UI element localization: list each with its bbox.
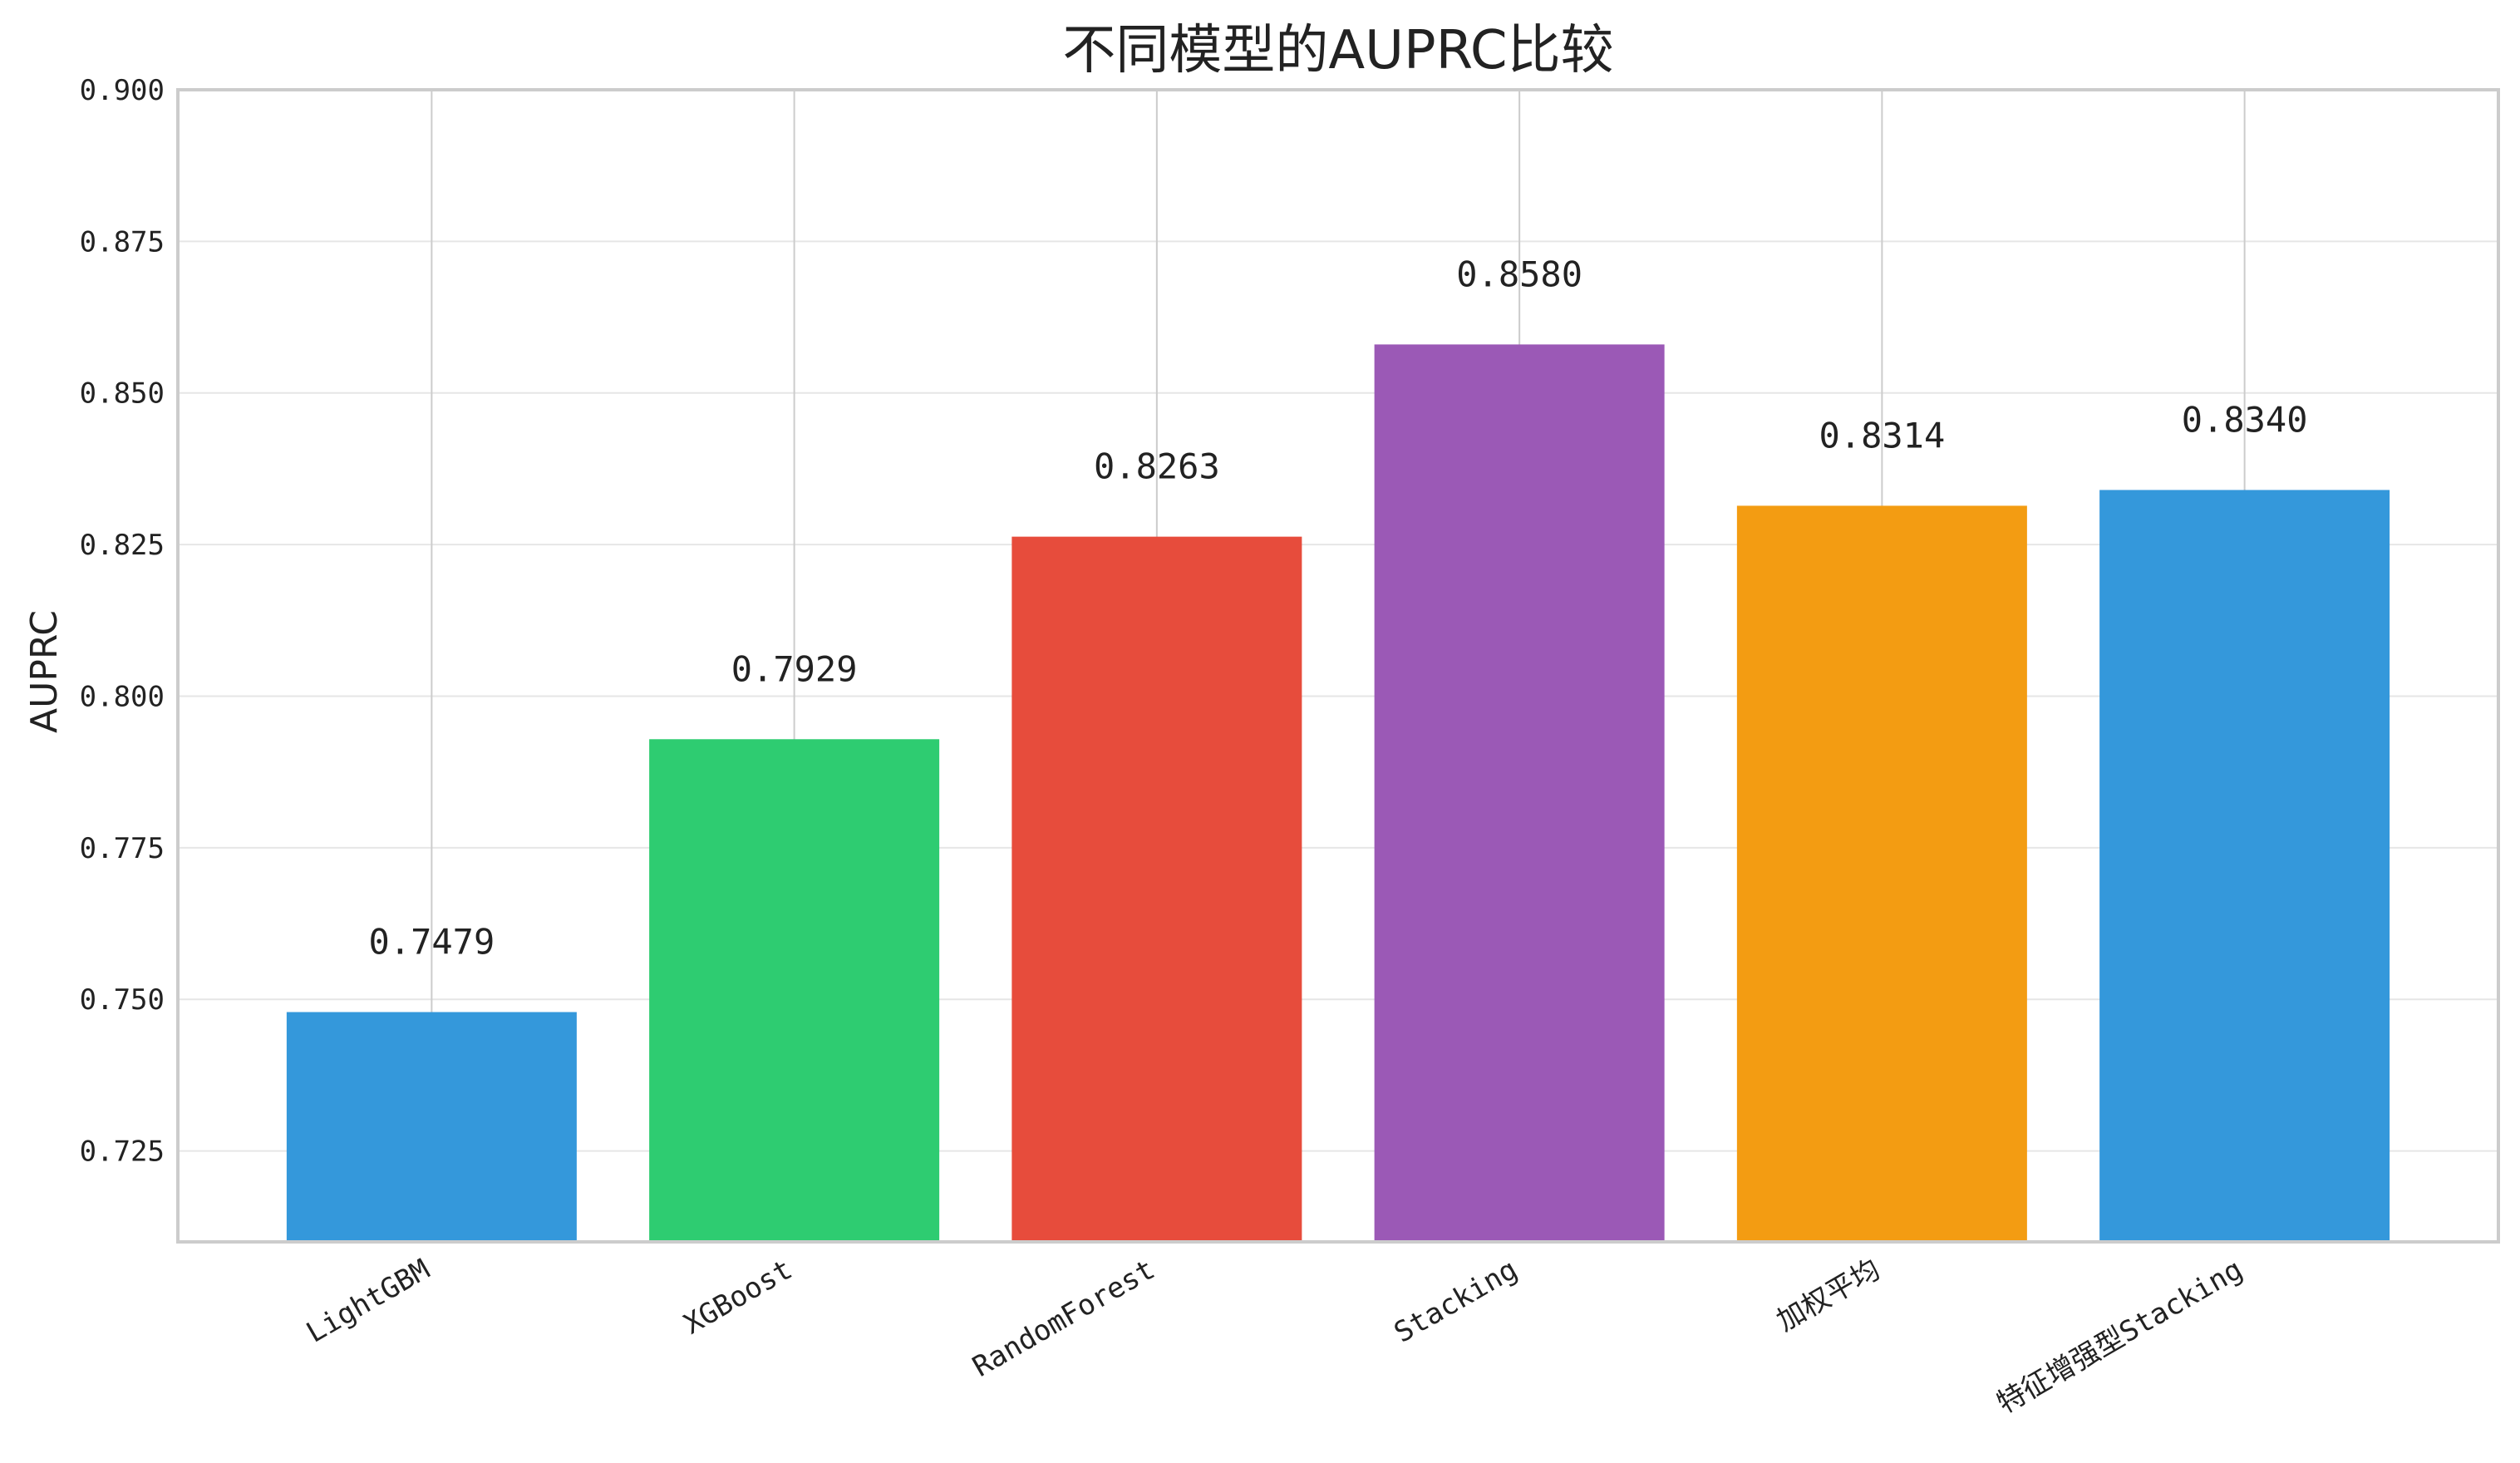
bar xyxy=(2099,490,2390,1242)
bar xyxy=(1374,344,1665,1243)
y-tick-label: 0.850 xyxy=(80,377,165,411)
bar-value-label: 0.7479 xyxy=(369,922,495,963)
y-tick-label: 0.750 xyxy=(80,983,165,1017)
y-tick-label: 0.900 xyxy=(80,74,165,107)
bar-value-label: 0.7929 xyxy=(731,648,858,689)
y-tick-label: 0.825 xyxy=(80,529,165,562)
y-axis-label: AUPRC xyxy=(23,610,66,733)
bar xyxy=(286,1012,577,1242)
bar xyxy=(1736,505,2027,1242)
y-tick-label: 0.725 xyxy=(80,1135,165,1169)
bar xyxy=(649,739,940,1242)
bar-value-label: 0.8340 xyxy=(2182,399,2308,440)
y-tick-label: 0.775 xyxy=(80,832,165,865)
y-tick-labels: 0.725 0.750 0.775 0.800 0.825 0.850 0.875 0.900 xyxy=(80,74,165,1169)
bar-value-label: 0.8580 xyxy=(1456,254,1582,294)
plot-frame xyxy=(176,88,2500,1244)
bar-value-label: 0.8314 xyxy=(1819,415,1946,456)
chart-title: 不同模型的AUPRC比较 xyxy=(1062,20,1613,81)
bar-value-label: 0.8263 xyxy=(1094,446,1220,487)
bar-value-labels: 0.7479 0.7929 0.8263 0.8580 0.8314 0.8340 xyxy=(369,254,2308,962)
y-tick-label: 0.875 xyxy=(80,225,165,259)
bar-layer xyxy=(286,344,2390,1243)
y-tick-label: 0.800 xyxy=(80,680,165,713)
bar xyxy=(1011,536,1302,1242)
